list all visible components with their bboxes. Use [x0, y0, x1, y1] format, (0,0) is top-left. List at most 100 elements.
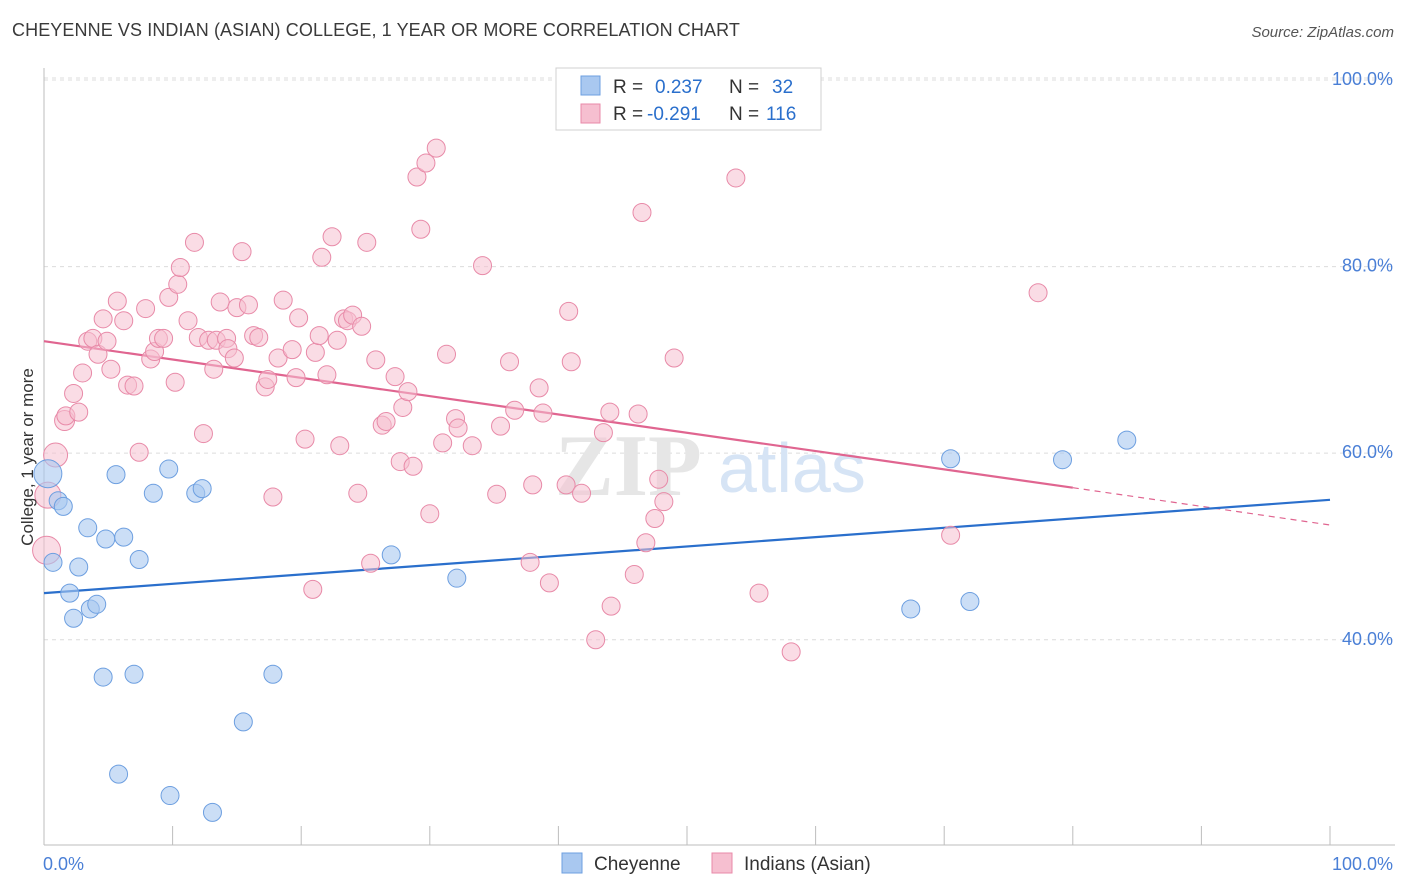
series-cheyenne-points: [33, 430, 1137, 822]
data-point-indian: [124, 376, 144, 396]
data-point-cheyenne: [1117, 430, 1137, 450]
data-point-indian: [529, 378, 549, 398]
data-point-cheyenne: [87, 594, 107, 614]
data-point-cheyenne: [233, 712, 253, 732]
data-point-indian: [289, 308, 309, 328]
data-point-indian: [533, 403, 553, 423]
data-point-cheyenne: [96, 529, 116, 549]
data-point-indian: [726, 168, 746, 188]
data-point-indian: [781, 642, 801, 662]
data-point-indian: [64, 383, 84, 403]
data-point-cheyenne: [109, 764, 129, 784]
data-point-indian: [593, 423, 613, 443]
data-point-indian: [204, 359, 224, 379]
data-point-cheyenne: [60, 583, 80, 603]
data-point-cheyenne: [129, 550, 149, 570]
data-point-cheyenne: [901, 599, 921, 619]
data-point-indian: [561, 352, 581, 372]
legend-n-label-2: N =: [729, 104, 759, 125]
data-point-cheyenne: [941, 449, 961, 469]
watermark-atlas: atlas: [718, 429, 866, 507]
legend-r-value-2: -0.291: [647, 104, 701, 125]
legend-n-value-2: 116: [766, 104, 796, 125]
data-point-indian: [437, 344, 457, 364]
data-point-indian: [416, 153, 436, 173]
data-point-indian: [462, 436, 482, 456]
data-point-indian: [398, 382, 418, 402]
data-point-indian: [168, 274, 188, 294]
data-point-cheyenne: [93, 667, 113, 687]
data-point-indian: [941, 525, 961, 545]
data-point-indian: [305, 342, 325, 362]
data-point-indian: [520, 552, 540, 572]
series-indian-asian-points: [32, 138, 1048, 662]
data-point-indian: [73, 363, 93, 383]
data-point-indian: [628, 404, 648, 424]
data-point-indian: [352, 316, 372, 336]
data-point-cheyenne: [160, 786, 180, 806]
data-point-indian: [136, 299, 156, 319]
bottom-legend-indian: Indians (Asian): [744, 854, 871, 875]
data-point-indian: [500, 352, 520, 372]
data-point-indian: [586, 630, 606, 650]
data-point-indian: [403, 456, 423, 476]
data-point-indian: [238, 295, 258, 315]
data-point-indian: [210, 292, 230, 312]
data-point-indian: [330, 436, 350, 456]
data-point-indian: [154, 328, 174, 348]
data-point-cheyenne: [159, 459, 179, 479]
data-point-indian: [282, 340, 302, 360]
data-point-cheyenne: [64, 608, 84, 628]
data-point-indian: [473, 256, 493, 276]
data-point-indian: [88, 344, 108, 364]
data-point-indian: [600, 402, 620, 422]
trend-line-cheyenne: [43, 498, 1331, 595]
legend-swatch-indian: [580, 103, 601, 124]
data-point-cheyenne: [447, 568, 467, 588]
data-point-cheyenne: [43, 552, 63, 572]
data-point-indian: [487, 484, 507, 504]
data-point-indian: [632, 202, 652, 222]
data-point-cheyenne: [106, 465, 126, 485]
data-point-indian: [327, 330, 347, 350]
data-point-indian: [101, 359, 121, 379]
data-point-cheyenne: [381, 545, 401, 565]
data-point-cheyenne: [960, 592, 980, 612]
data-point-indian: [224, 348, 244, 368]
x-tick-max: 100.0%: [1332, 854, 1393, 874]
data-point-indian: [249, 327, 269, 347]
data-point-cheyenne: [124, 664, 144, 684]
bottom-legend-cheyenne: Cheyenne: [594, 854, 681, 875]
data-point-indian: [636, 533, 656, 553]
data-point-indian: [93, 309, 113, 329]
data-point-indian: [556, 475, 576, 495]
data-point-indian: [317, 365, 337, 385]
data-point-indian: [366, 350, 386, 370]
data-point-indian: [1028, 283, 1048, 303]
y-tick-label: 80.0%: [1342, 256, 1393, 276]
data-point-indian: [420, 504, 440, 524]
y-tick-labels: 40.0% 60.0% 80.0% 100.0%: [1332, 69, 1393, 649]
data-point-indian: [107, 291, 127, 311]
data-point-indian: [357, 232, 377, 252]
chart-title: CHEYENNE VS INDIAN (ASIAN) COLLEGE, 1 YE…: [12, 20, 740, 40]
data-point-indian: [624, 564, 644, 584]
data-point-indian: [572, 483, 592, 503]
legend-swatch-cheyenne: [580, 75, 601, 96]
data-point-indian: [232, 242, 252, 262]
y-tick-label: 100.0%: [1332, 69, 1393, 89]
data-point-indian: [184, 232, 204, 252]
legend-r-label-1: R =: [613, 77, 643, 98]
data-point-indian: [601, 596, 621, 616]
data-point-indian: [170, 258, 190, 278]
legend-n-label-1: N =: [729, 77, 759, 98]
data-point-indian: [645, 508, 665, 528]
data-point-indian: [263, 487, 283, 507]
watermark: ZIP atlas: [555, 418, 866, 515]
data-point-indian: [654, 492, 674, 512]
data-point-indian: [295, 429, 315, 449]
data-point-indian: [312, 247, 332, 267]
data-point-cheyenne: [192, 479, 212, 499]
data-point-indian: [97, 331, 117, 351]
data-point-indian: [69, 402, 89, 422]
